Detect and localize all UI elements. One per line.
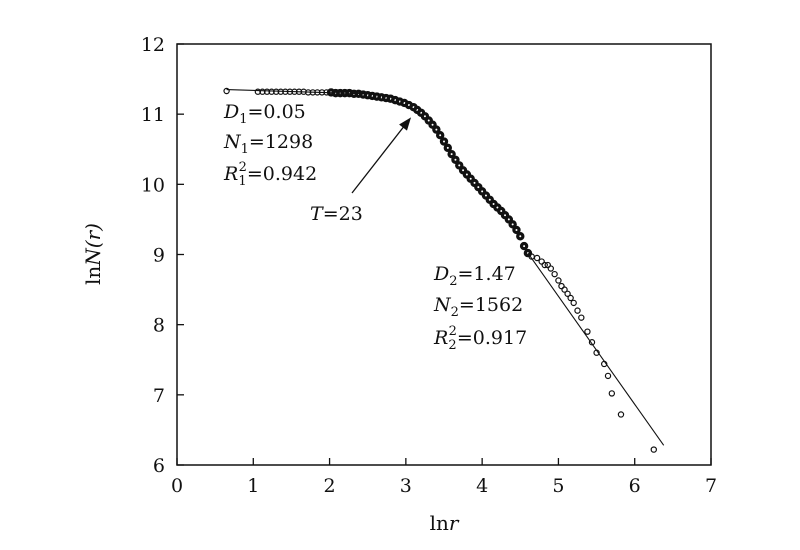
x-axis-label-prefix: ln [430, 511, 449, 535]
data-point [277, 88, 284, 95]
data-point [555, 277, 562, 284]
fit1-annotation: D1=0.05 N1=1298 R12=0.942 [223, 101, 317, 189]
data-point [533, 254, 541, 262]
data-point [588, 339, 596, 346]
data-point [455, 161, 464, 170]
y-tick-label: 6 [153, 455, 165, 477]
y-tick-label: 8 [153, 315, 165, 337]
data-point [504, 215, 514, 224]
y-tick-label: 11 [141, 104, 165, 126]
x-tick-label: 7 [705, 475, 717, 497]
data-point [435, 131, 445, 140]
data-point [519, 241, 529, 251]
data-point [272, 88, 280, 95]
data-point [443, 143, 453, 153]
data-point [570, 299, 577, 307]
data-point [428, 120, 437, 129]
x-tick-label: 0 [171, 475, 183, 497]
data-point [608, 390, 616, 397]
data-point [541, 261, 548, 269]
fit2-n-label: N2=1562 [433, 294, 523, 320]
fit1-r-label: R12=0.942 [223, 160, 317, 189]
data-point [254, 88, 262, 95]
data-point [268, 88, 275, 95]
y-axis-label-var: N(r) [81, 223, 105, 267]
data-point [295, 88, 303, 95]
x-axis-label-var: r [449, 511, 460, 535]
data-point [432, 125, 441, 134]
x-tick-label: 6 [629, 475, 641, 497]
x-tick-label: 5 [552, 475, 564, 497]
fit2-d-label: D2=1.47 [433, 263, 516, 289]
data-point [584, 328, 591, 335]
x-tick-label: 4 [476, 475, 488, 497]
data-point [305, 89, 312, 96]
fit1-d-label: D1=0.05 [223, 101, 306, 127]
y-tick-label: 12 [141, 34, 165, 56]
fit-line [527, 252, 665, 446]
x-tick-label: 2 [324, 475, 336, 497]
fit2-annotation: D2=1.47 N2=1562 R22=0.917 [433, 263, 527, 353]
y-axis-label-prefix: ln [81, 266, 105, 285]
x-axis-label: lnr [430, 511, 460, 535]
data-point [447, 149, 456, 159]
data-point [223, 87, 230, 95]
data-point [567, 294, 574, 302]
data-point [291, 88, 298, 95]
data-point [282, 88, 289, 95]
data-point [523, 248, 533, 258]
data-point [564, 290, 571, 297]
y-tick-label: 7 [153, 385, 165, 407]
data-point [551, 270, 558, 278]
data-point [650, 446, 657, 453]
data-point [593, 349, 600, 356]
turning-point-label: T=23 [310, 203, 363, 225]
y-tick-label: 10 [141, 174, 165, 196]
y-axis-label: lnN(r) [81, 223, 105, 285]
data-point [314, 89, 321, 96]
data-point [512, 225, 521, 235]
data-point [578, 314, 585, 321]
turning-point-arrow [351, 123, 407, 194]
fit2-r-label: R22=0.917 [433, 324, 527, 353]
data-point [439, 137, 449, 146]
data-point [574, 307, 581, 314]
data-point [309, 89, 316, 96]
data-point [561, 286, 568, 293]
data-point [263, 88, 271, 95]
data-point [318, 89, 326, 96]
data-point [617, 411, 625, 418]
x-tick-label: 1 [247, 475, 259, 497]
turning-point-arrow-head [399, 117, 412, 131]
data-point [508, 220, 517, 229]
y-tick-label: 9 [153, 245, 165, 267]
x-tick-label: 3 [400, 475, 412, 497]
data-point [547, 265, 555, 272]
data-points [223, 87, 657, 453]
data-point [604, 372, 612, 380]
data-point [259, 88, 266, 95]
fit1-n-label: N1=1298 [223, 131, 313, 157]
data-point [286, 88, 294, 95]
data-point [451, 155, 460, 164]
data-point [601, 360, 608, 368]
data-point [516, 232, 525, 241]
